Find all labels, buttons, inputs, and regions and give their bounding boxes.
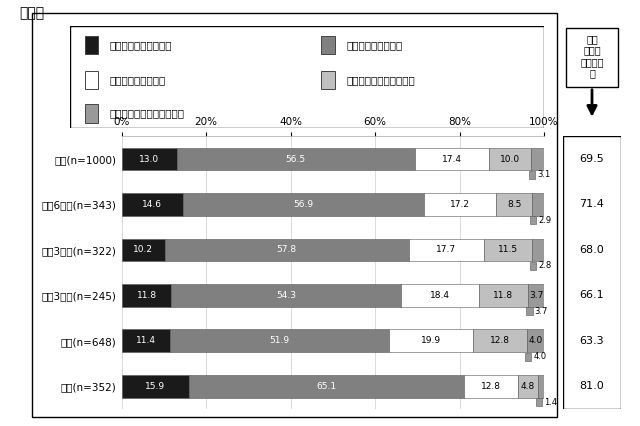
Bar [526, 307, 532, 315]
Text: 10.2: 10.2 [133, 245, 153, 254]
Bar [172, 284, 401, 307]
FancyBboxPatch shape [566, 28, 618, 87]
Text: 71.4: 71.4 [580, 199, 604, 210]
Bar [321, 71, 335, 89]
Bar [530, 262, 536, 270]
Bar [84, 36, 98, 54]
Text: 56.5: 56.5 [286, 155, 306, 164]
Text: 11.8: 11.8 [493, 291, 513, 300]
Bar [536, 398, 542, 406]
Bar [122, 239, 164, 261]
Text: 68.0: 68.0 [580, 245, 604, 255]
Text: 51.9: 51.9 [269, 336, 289, 345]
Bar [530, 216, 536, 225]
Text: 2.9: 2.9 [538, 216, 552, 225]
Bar [84, 104, 98, 123]
Text: 12.8: 12.8 [490, 336, 510, 345]
Bar [122, 284, 172, 307]
Bar [177, 148, 415, 170]
Bar [531, 148, 544, 170]
Bar [170, 329, 389, 352]
Text: あまり気を配っていない: あまり気を配っていない [346, 75, 415, 85]
Bar [424, 193, 496, 216]
Text: 1.4: 1.4 [545, 397, 557, 407]
Text: 17.4: 17.4 [442, 155, 462, 164]
Text: 4.0: 4.0 [533, 352, 547, 361]
Bar [538, 375, 544, 397]
Bar [122, 329, 170, 352]
Text: 17.7: 17.7 [436, 245, 456, 254]
Text: 非常に気を配っている: 非常に気を配っている [109, 40, 172, 50]
Text: 10.0: 10.0 [500, 155, 520, 164]
Bar [529, 284, 544, 307]
Bar [122, 148, 177, 170]
Bar [489, 148, 531, 170]
Text: 65.1: 65.1 [316, 382, 336, 391]
Text: 4.0: 4.0 [529, 336, 543, 345]
Bar [529, 171, 535, 179]
Bar [122, 193, 183, 216]
Bar [409, 239, 484, 261]
Text: 81.0: 81.0 [580, 381, 604, 391]
Bar [389, 329, 473, 352]
Text: 11.8: 11.8 [136, 291, 157, 300]
Text: 69.5: 69.5 [580, 154, 604, 164]
Text: 11.4: 11.4 [136, 336, 156, 345]
Bar [532, 193, 545, 216]
Text: 3.1: 3.1 [537, 170, 550, 179]
Bar [479, 284, 529, 307]
Text: 17.2: 17.2 [450, 200, 470, 209]
Text: 3.7: 3.7 [529, 291, 543, 300]
Text: 11.5: 11.5 [498, 245, 518, 254]
Text: 54.3: 54.3 [276, 291, 296, 300]
Text: 2.8: 2.8 [538, 261, 552, 271]
Text: 13.0: 13.0 [139, 155, 159, 164]
FancyBboxPatch shape [563, 136, 621, 409]
Bar [532, 239, 544, 261]
Text: 66.1: 66.1 [580, 291, 604, 300]
Text: 14.6: 14.6 [143, 200, 163, 209]
Text: 19.9: 19.9 [421, 336, 441, 345]
Bar [518, 375, 538, 397]
Text: 18.4: 18.4 [429, 291, 450, 300]
Text: 8.5: 8.5 [507, 200, 522, 209]
Text: 57.8: 57.8 [276, 245, 297, 254]
Text: やや気を配っている: やや気を配っている [346, 40, 403, 50]
Bar [189, 375, 464, 397]
Bar [401, 284, 479, 307]
Text: 63.3: 63.3 [580, 336, 604, 346]
Bar [527, 329, 544, 352]
Text: まったく気を配っていない: まったく気を配っていない [109, 109, 185, 118]
Bar [496, 193, 532, 216]
Bar [122, 375, 189, 397]
Bar [484, 239, 532, 261]
Bar [464, 375, 518, 397]
Text: 56.9: 56.9 [293, 200, 314, 209]
Bar [164, 239, 409, 261]
Bar [84, 71, 98, 89]
Bar [415, 148, 489, 170]
Text: 4.8: 4.8 [521, 382, 535, 391]
Bar [473, 329, 527, 352]
Bar [183, 193, 424, 216]
Text: 3.7: 3.7 [534, 307, 548, 316]
Bar [525, 353, 531, 361]
FancyBboxPatch shape [70, 26, 544, 128]
Text: 気を
配って
いる・合
計: 気を 配って いる・合 計 [580, 34, 604, 79]
Text: 12.8: 12.8 [481, 382, 500, 391]
Text: どちらともいえない: どちらともいえない [109, 75, 166, 85]
Text: 15.9: 15.9 [145, 382, 165, 391]
Text: 結果１: 結果１ [19, 6, 44, 20]
Bar [321, 36, 335, 54]
